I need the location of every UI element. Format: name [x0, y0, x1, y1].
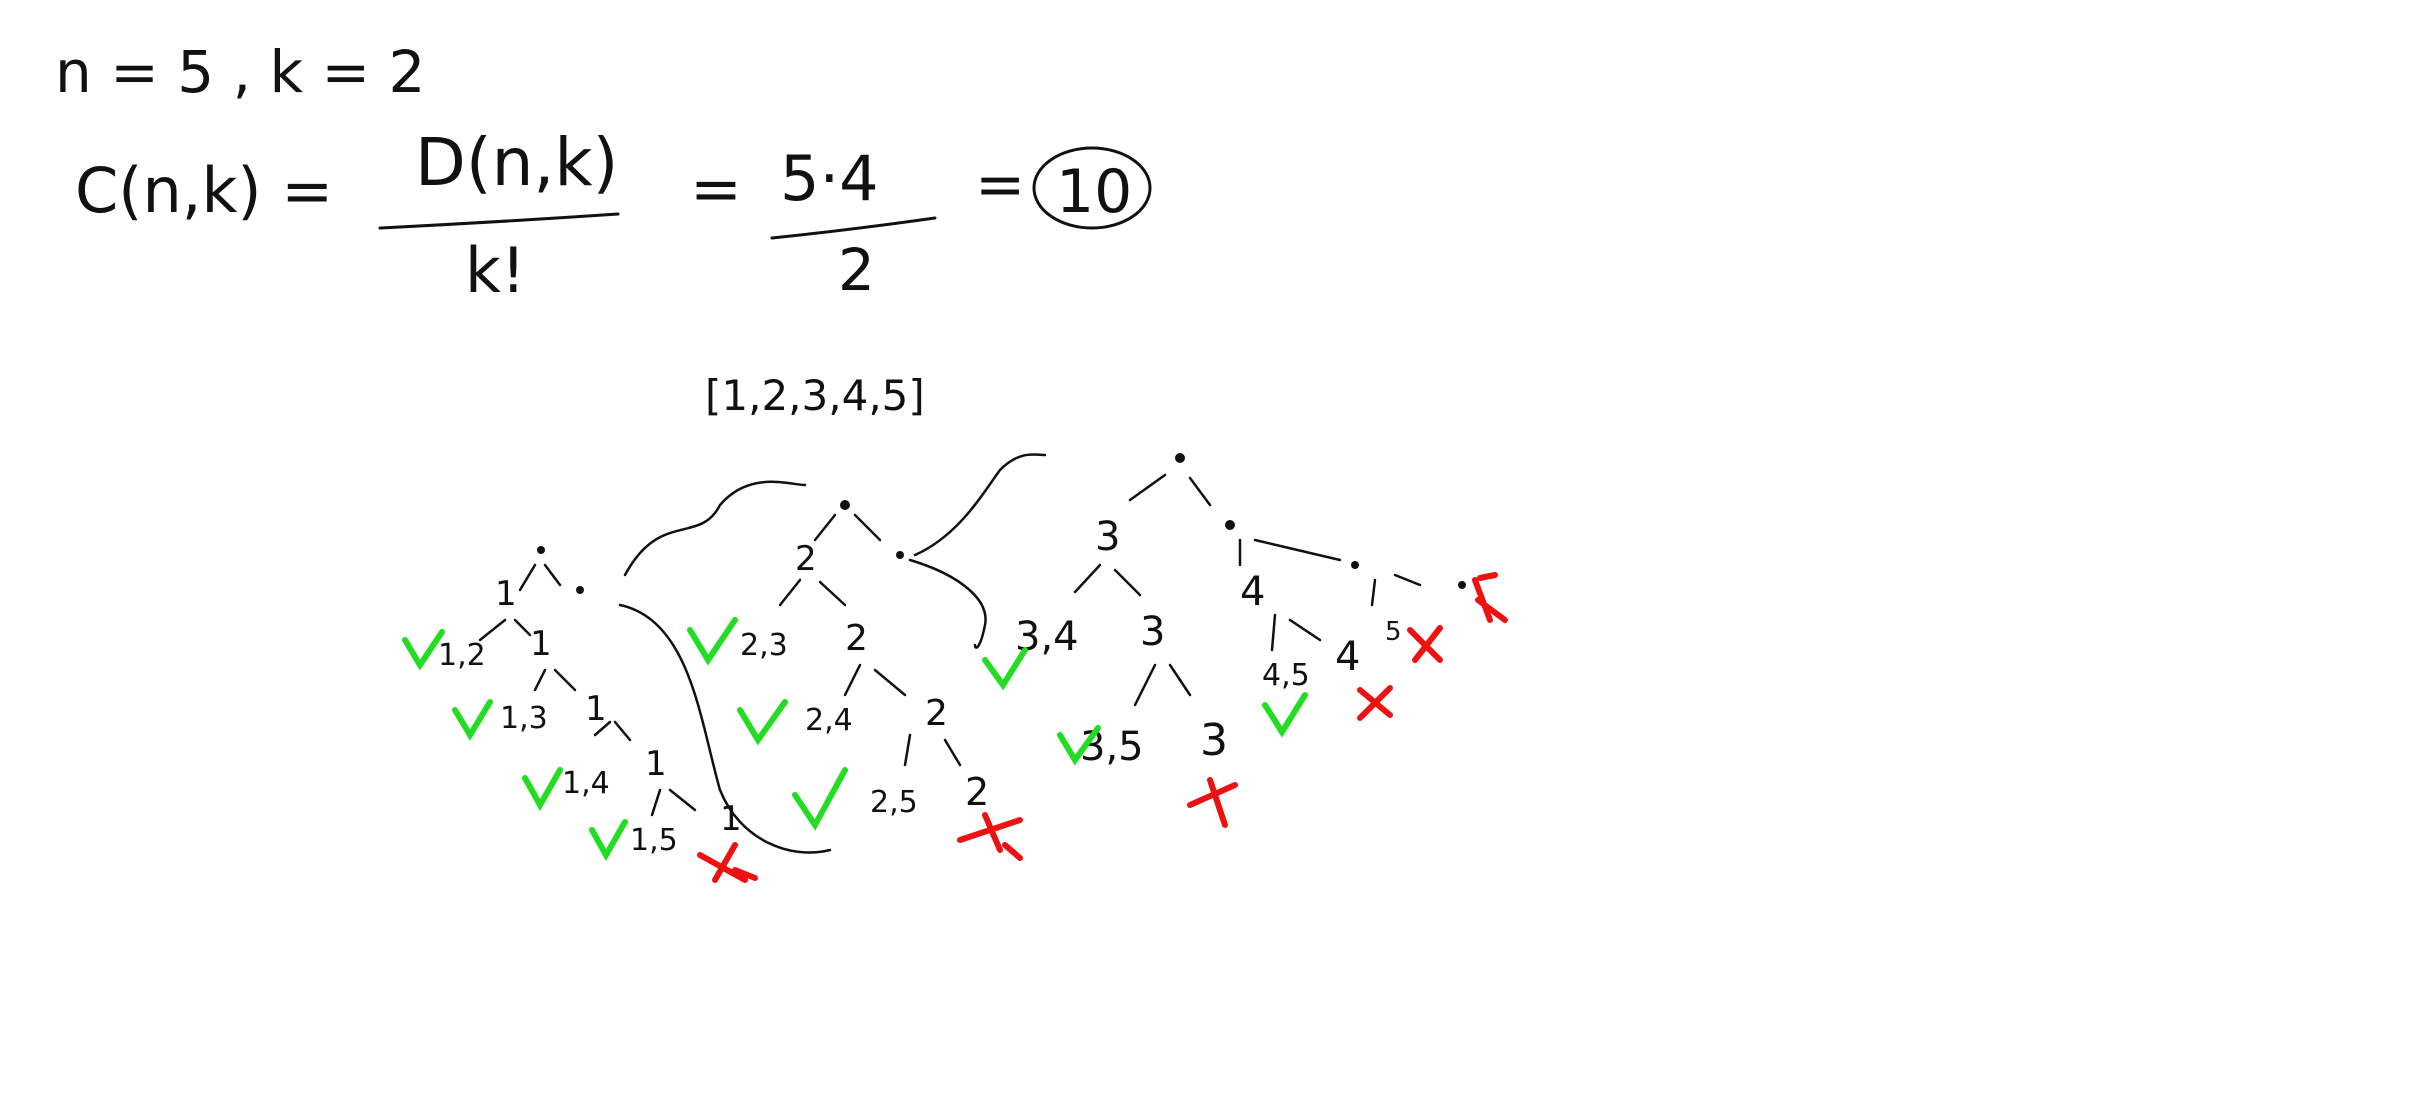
- equals-sign-2: =: [690, 152, 742, 225]
- recursion-tree: 1 1 1 1 1 1,2 1,3 1,4 1,5 2 2 2: [402, 453, 1508, 883]
- check-icon: [1262, 692, 1308, 738]
- path-node: 2: [925, 693, 948, 734]
- formula-lhs: C(n,k) =: [75, 154, 333, 227]
- branch-2: 2 2 2 2 2,3 2,4 2,5: [687, 513, 1023, 861]
- check-icon: [792, 767, 848, 831]
- path-node: 3: [1200, 715, 1228, 766]
- pair-label: 1,3: [500, 701, 548, 736]
- branch-3: 3 3 3 3,4 3,5: [982, 473, 1238, 828]
- connector-curve: [618, 603, 832, 854]
- tree-edge: [650, 788, 697, 817]
- path-node: 2: [965, 770, 989, 814]
- tree-node-dot: [537, 546, 545, 554]
- tree-edge: [518, 563, 562, 592]
- path-node: 1: [720, 799, 742, 839]
- branch-digit: 2: [795, 539, 817, 579]
- cross-icon: [1357, 685, 1393, 721]
- fraction1-numerator: D(n,k): [415, 124, 618, 201]
- check-icon: [402, 629, 445, 671]
- input-array: [1,2,3,4,5]: [705, 371, 925, 420]
- fraction2-bar: [770, 216, 937, 240]
- cross-icon: [697, 842, 758, 883]
- tree-edge: [593, 720, 632, 742]
- tree-node-dot: [1175, 453, 1185, 463]
- check-icon: [522, 767, 563, 812]
- tree-node-dot: [1225, 520, 1235, 530]
- fraction2-numerator: 5·4: [780, 142, 879, 215]
- path-node: 1: [530, 624, 552, 664]
- tree-edge: [533, 668, 577, 692]
- pair-label: 1,5: [630, 823, 678, 858]
- cross-icon: [1187, 777, 1238, 828]
- path-node: 4: [1335, 634, 1360, 680]
- formula-header: n = 5 , k = 2 C(n,k) = D(n,k) k! = 5·4 2…: [55, 38, 1152, 307]
- branch-digit: 3: [1095, 514, 1120, 560]
- connector-curve: [913, 453, 1047, 557]
- check-icon: [589, 819, 628, 862]
- pair-label: 3,5: [1080, 724, 1144, 770]
- cross-icon: [957, 812, 1023, 861]
- tree-edge: [1370, 573, 1422, 607]
- tree-edge: [1128, 473, 1212, 507]
- result-circle: [1032, 146, 1152, 230]
- check-icon: [1057, 725, 1101, 766]
- tree-edge: [1133, 663, 1192, 707]
- tree-edge: [1238, 538, 1342, 567]
- tree-node-dot: [1351, 561, 1359, 569]
- branch-1: 1 1 1 1 1 1,2 1,3 1,4 1,5: [402, 563, 758, 883]
- equals-sign-3: =: [975, 150, 1025, 220]
- path-node: 1: [585, 689, 607, 729]
- branch-5: 5: [1370, 572, 1508, 663]
- tree-edge: [903, 733, 962, 767]
- result-value: 10: [1056, 157, 1132, 227]
- pair-label: 4,5: [1262, 658, 1310, 693]
- tree-edge: [1073, 563, 1142, 597]
- tree-edge: [778, 578, 847, 607]
- tree-edge: [843, 663, 907, 697]
- branch-digit: 1: [495, 574, 517, 614]
- tree-edge: [478, 618, 532, 642]
- cross-icon: [1472, 572, 1508, 623]
- path-node: 2: [845, 618, 868, 659]
- connector-curve: [908, 558, 987, 649]
- pair-label: 2,5: [870, 785, 918, 820]
- tree-node-dot: [840, 500, 850, 510]
- fraction1-bar: [378, 212, 620, 230]
- cross-icon: [1407, 625, 1443, 663]
- check-icon: [452, 699, 493, 741]
- connector-curve: [623, 480, 807, 577]
- pair-label: 1,2: [438, 638, 486, 673]
- check-icon: [982, 647, 1028, 691]
- tree-edge: [813, 513, 882, 542]
- branch-4: 4 4 4,5: [1238, 538, 1393, 738]
- pair-label: 1,4: [562, 766, 610, 801]
- check-icon: [737, 699, 788, 746]
- branch-digit: 4: [1240, 569, 1265, 615]
- fraction1-denominator: k!: [465, 234, 526, 307]
- pair-label: 2,4: [805, 703, 853, 738]
- path-node: 1: [645, 744, 667, 784]
- path-node: 3: [1140, 609, 1165, 655]
- fraction2-denominator: 2: [838, 236, 875, 304]
- tree-edge: [1270, 613, 1322, 652]
- check-icon: [687, 617, 738, 666]
- branch-digit: 5: [1385, 617, 1402, 647]
- pair-label: 2,3: [740, 628, 788, 663]
- tree-node-dot: [576, 586, 584, 594]
- tree-node-dot: [1458, 581, 1466, 589]
- params-text: n = 5 , k = 2: [55, 38, 425, 106]
- tree-node-dot: [896, 551, 904, 559]
